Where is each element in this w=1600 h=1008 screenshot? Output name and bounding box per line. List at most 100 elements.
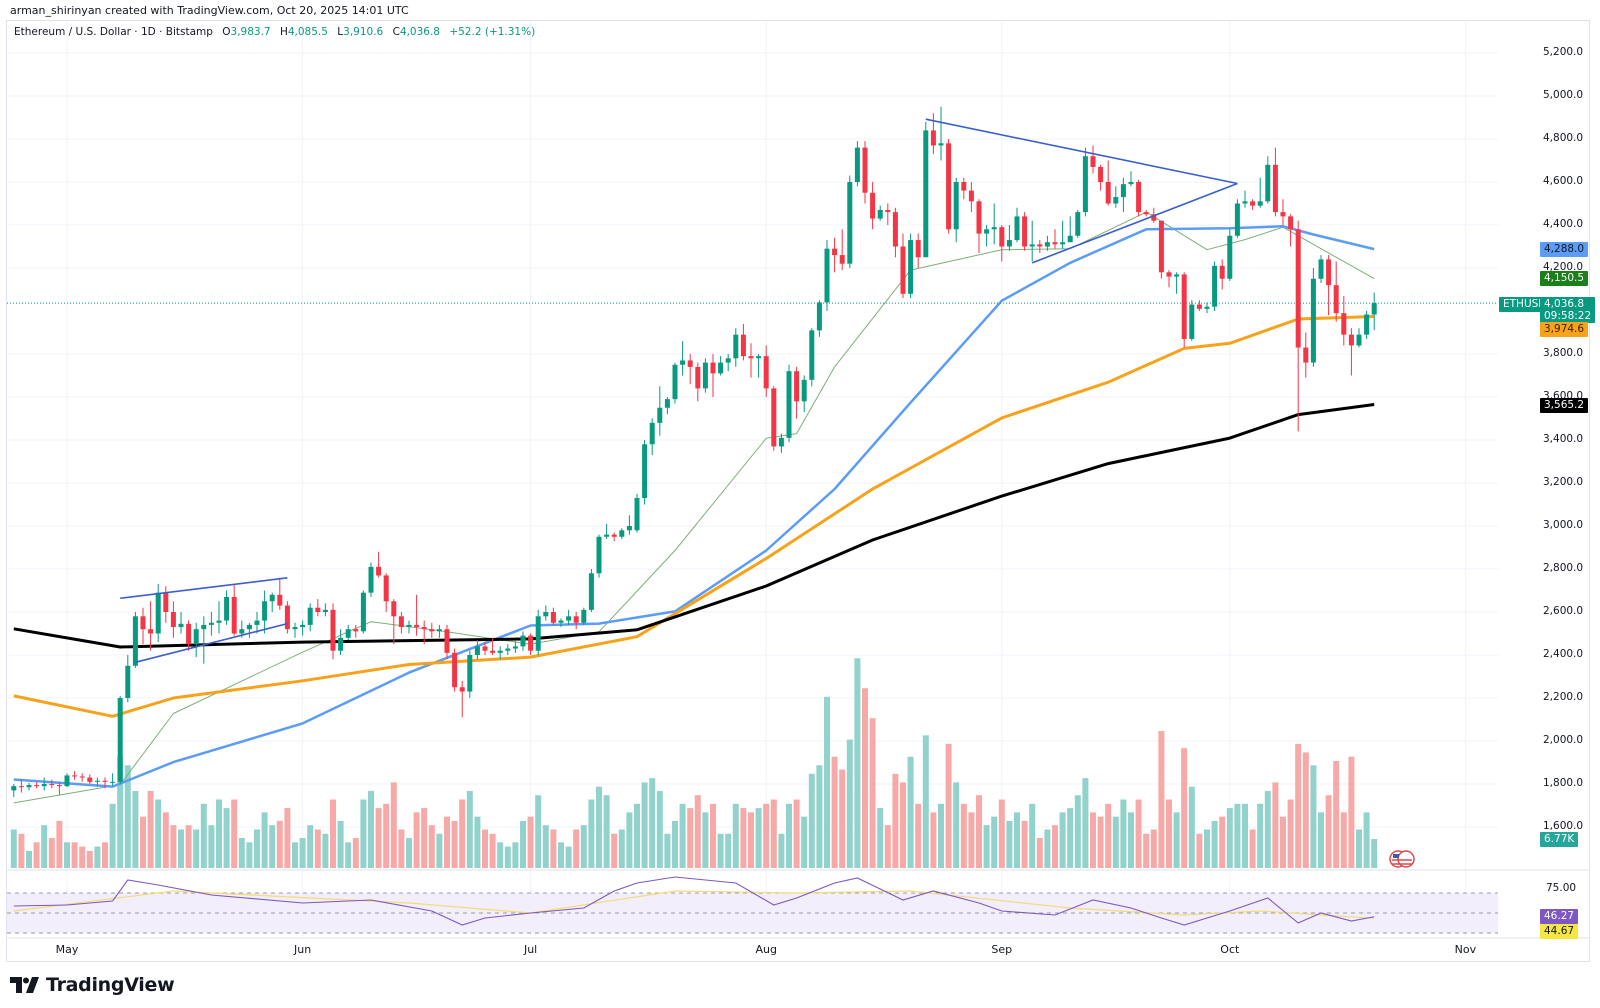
volume-bar [330,799,336,868]
candle-body [1090,156,1096,167]
candle-body [1318,259,1324,279]
candle-body [467,655,473,692]
volume-bar [1112,816,1119,868]
candle [110,773,116,787]
volume-bar [755,808,762,868]
candle [763,345,769,397]
volume-bar [1166,799,1172,868]
candle [718,356,724,376]
volume-bar [170,825,177,868]
candle [269,592,275,612]
candle-body [1295,229,1301,348]
volume-bar [831,756,838,868]
candle [1310,268,1316,367]
candle-body [763,356,769,389]
volume-bar [1242,803,1248,868]
candle [725,354,731,372]
candle-body [307,607,313,625]
candle-body [1265,164,1271,202]
candle-body [809,330,815,380]
candle [140,607,146,645]
volume-bar [702,812,709,868]
candle [444,624,450,660]
candle-body [208,622,214,625]
candle-body [695,366,701,389]
us-flag-event-icon[interactable] [1389,850,1415,868]
candle-body [1356,334,1362,346]
candle-body [900,246,906,294]
volume-bar [1310,765,1317,868]
volume-bar [565,846,572,868]
candle [832,237,838,273]
volume-bar [489,833,496,868]
candle-body [1029,244,1035,247]
candle [923,121,929,258]
volume-bar [1150,829,1157,868]
candle [1364,311,1370,339]
close-value: 4,036.8 [399,26,440,38]
candle [581,607,587,625]
price-tick-label: 4,800.0 [1543,132,1584,144]
candle [1022,212,1028,251]
candle [186,620,192,651]
candle-body [824,248,830,303]
volume-bar [109,803,116,868]
candle-body [596,536,602,574]
volume-bar [406,838,412,868]
ma20-line [13,211,1375,804]
price-tick-label: 5,000.0 [1543,89,1584,101]
candle-body [1212,265,1218,307]
candle [870,182,876,230]
volume-bar [1029,803,1036,868]
change-value: +52.2 (+1.31%) [449,26,536,38]
candle-body [771,388,777,447]
volume-bar [48,838,55,868]
candle-body [756,356,762,359]
candle [1371,292,1377,331]
volume-bar [117,756,124,868]
candle-body [1310,278,1316,363]
volume-bar [231,799,238,868]
volume-bar [223,808,230,868]
candle-body [1166,272,1172,277]
candle [421,620,427,645]
volume-bar [1356,829,1362,868]
high-label: H [279,26,288,38]
candle-body [611,534,617,537]
rsi-signal-line [13,890,1375,919]
candle-body [330,609,336,651]
volume-bar [991,816,998,868]
candle [391,599,397,645]
candle [702,358,708,393]
candle-body [148,629,154,634]
candle [961,177,967,200]
candle-body [246,624,252,630]
candle-body [406,624,412,628]
volume-bar [1181,748,1188,868]
ma100-line [13,315,1375,718]
bar-countdown: 09:58:22 [1544,310,1592,322]
candle-body [1052,242,1058,245]
volume-bar [641,782,648,868]
candle [801,375,807,413]
candle [292,622,298,638]
candle-body [421,627,427,630]
candle [26,782,32,791]
volume-bar [1143,833,1150,868]
candle [1120,177,1126,213]
candle [414,594,420,636]
candle-body [680,360,686,365]
candle [512,639,518,653]
candle [18,779,24,793]
symbol-title[interactable]: Ethereum / U.S. Dollar · 1D · Bitstamp [14,26,213,38]
candle-body [391,601,397,617]
volume-bar [1021,820,1028,868]
candle-body [1143,212,1149,215]
volume-bar [884,825,891,868]
candle-body [1067,235,1073,243]
candle [999,225,1005,262]
volume-bar [998,799,1005,868]
candle-body [436,629,442,632]
volume-bar [550,829,557,868]
